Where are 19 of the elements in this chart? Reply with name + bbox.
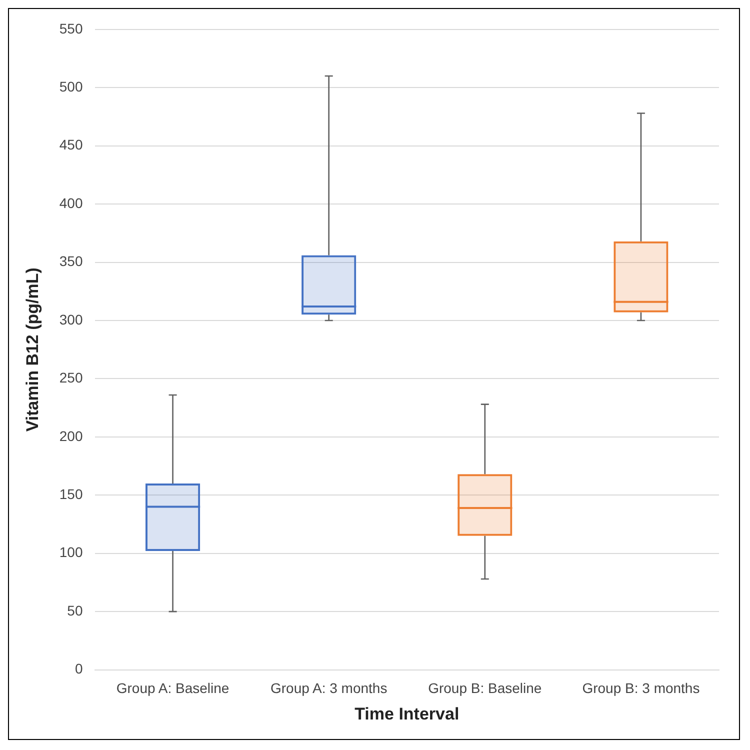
x-tick-label: Group B: Baseline xyxy=(428,680,542,696)
y-tick-label: 50 xyxy=(67,602,83,618)
y-tick-label: 550 xyxy=(59,20,83,36)
y-axis-title: Vitamin B12 (pg/mL) xyxy=(22,268,42,432)
y-tick-label: 0 xyxy=(74,660,83,677)
y-tick-label: 100 xyxy=(59,544,83,560)
y-tick-label: 350 xyxy=(59,253,83,270)
y-tick-label: 500 xyxy=(59,78,83,94)
y-tick-label: 200 xyxy=(59,428,83,444)
x-tick-label: Group B: 3 months xyxy=(582,680,700,696)
chart-frame: Time Interval Vitamin B12 (pg/mL) Group A: Baseline Group A: 3 months Group B: Baseline Group B: 3 months 0 50 100 150 200 250 300 350 400 450 500 550 xyxy=(8,8,740,740)
y-tick-label: 400 xyxy=(59,194,83,211)
y-tick-label: 450 xyxy=(59,136,83,153)
x-axis-title: Time Interval xyxy=(354,704,460,724)
y-tick-label: 300 xyxy=(59,311,83,328)
y-tick-label: 150 xyxy=(59,486,83,502)
y-tick-label: 250 xyxy=(59,370,83,386)
x-tick-label: Group A: Baseline xyxy=(116,680,230,696)
x-tick-label: Group A: 3 months xyxy=(270,680,388,696)
